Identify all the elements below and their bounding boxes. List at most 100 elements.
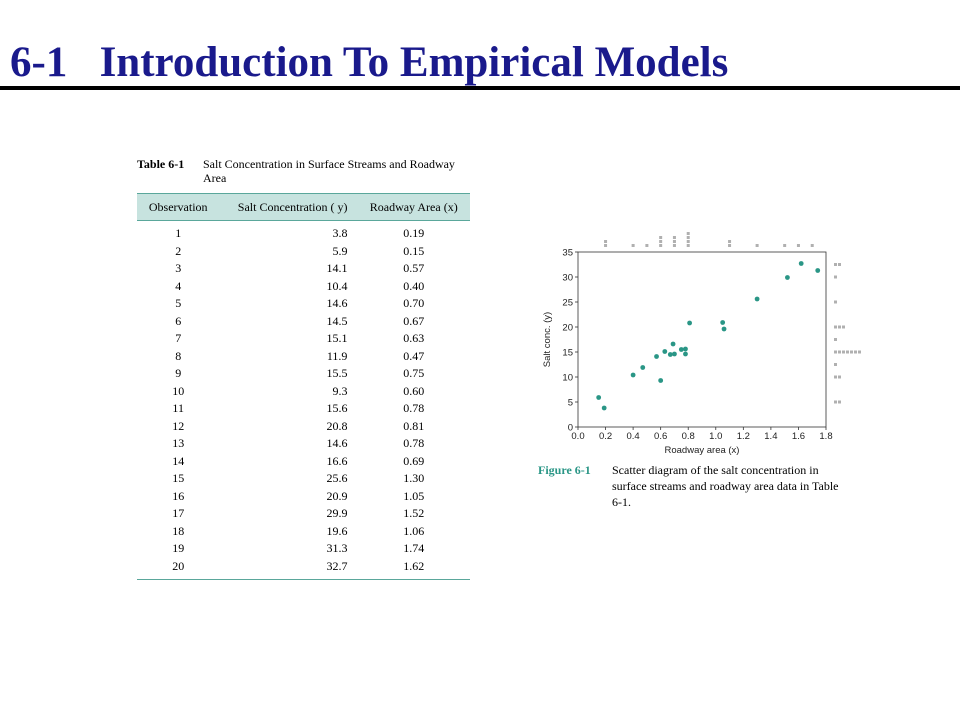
cell-observation: 7: [175, 331, 182, 346]
y-marginal-dot: [834, 400, 837, 404]
cell-observation: 19: [172, 541, 185, 556]
y-marginal-dot: [838, 263, 841, 266]
cell-observation: 12: [172, 418, 185, 433]
x-marginal-dot: [728, 240, 732, 243]
x-axis-label: Roadway area (x): [665, 445, 740, 456]
x-tick-label: 1.6: [792, 431, 805, 442]
y-tick-label: 10: [562, 373, 573, 384]
data-point: [687, 320, 692, 326]
table-row: 7 15.1 0.63: [137, 330, 470, 348]
cell-salt-concentration: 14.6: [326, 436, 348, 451]
cell-roadway-area: 1.30: [403, 471, 425, 486]
data-point: [662, 349, 668, 354]
cell-salt-concentration: 3.8: [332, 226, 348, 241]
y-tick-label: 0: [568, 423, 573, 434]
data-point: [667, 352, 673, 357]
cell-salt-concentration: 14.6: [326, 296, 348, 311]
y-marginal-dot: [834, 363, 837, 366]
y-marginal-dot: [842, 350, 845, 354]
y-tick-label: 15: [562, 348, 573, 359]
table-row: 17 29.9 1.52: [137, 505, 470, 523]
cell-roadway-area: 1.62: [357, 557, 470, 580]
column-header-salt: Salt Concentration ( y): [219, 193, 358, 221]
table-title: Salt Concentration in Surface Streams an…: [203, 157, 455, 185]
cell-observation: 1: [175, 226, 182, 241]
cell-observation: 5: [175, 296, 182, 311]
x-marginal-dot: [686, 236, 690, 239]
scatter-chart: 0.0 0.2 0.4 0.6 0.8 1.0 1.2 1.4 1.6 1.8 0 5 10 15 20 25…: [542, 232, 861, 456]
x-tick-label: 0.0: [571, 431, 584, 442]
y-marginal-dot: [834, 325, 837, 329]
cell-observation: 4: [175, 278, 182, 293]
cell-observation: 2: [175, 243, 182, 258]
table-row: 3 14.1 0.57: [137, 260, 470, 278]
cell-roadway-area: 0.67: [403, 313, 425, 328]
y-tick-label: 30: [562, 273, 573, 284]
data-point: [683, 351, 688, 357]
table-row: 11 15.6 0.78: [137, 400, 470, 418]
data-point: [640, 365, 646, 370]
cell-observation: 20: [137, 557, 220, 580]
cell-salt-concentration: 15.5: [326, 366, 348, 381]
data-point: [721, 326, 727, 332]
cell-roadway-area: 0.69: [403, 453, 425, 468]
data-point: [670, 341, 676, 347]
x-marginal-dot: [686, 244, 690, 247]
x-tick-label: 0.8: [682, 431, 695, 442]
cell-salt-concentration: 9.3: [332, 383, 348, 398]
y-axis-label: Salt conc. (y): [542, 312, 553, 367]
slide-title: 6-1 Introduction To Empirical Models: [10, 39, 729, 86]
cell-roadway-area: 0.47: [403, 348, 425, 363]
y-marginal-dot: [838, 350, 841, 354]
cell-salt-concentration: 10.4: [326, 278, 348, 293]
y-marginal-dot: [834, 300, 837, 304]
x-tick-label: 0.4: [627, 431, 640, 442]
cell-observation: 14: [172, 453, 185, 468]
table-row: 14 16.6 0.69: [137, 453, 470, 471]
cell-observation: 9: [175, 366, 182, 381]
cell-salt-concentration: 20.9: [326, 488, 348, 503]
column-header-area: Roadway Area (x): [357, 193, 470, 221]
cell-roadway-area: 1.06: [403, 523, 425, 538]
x-marginal-dot: [783, 244, 787, 247]
y-marginal-dot: [846, 350, 849, 354]
cell-salt-concentration: 16.6: [326, 453, 348, 468]
x-marginal-dot: [659, 240, 663, 243]
table-row: 8 11.9 0.47: [137, 348, 470, 366]
x-marginal-dot: [672, 244, 676, 247]
table-row: 12 20.8 0.81: [137, 418, 470, 436]
data-point: [596, 395, 602, 400]
y-marginal-dot: [850, 350, 853, 354]
figure-label: Figure 6-1: [538, 463, 591, 477]
y-marginal-dot: [834, 263, 837, 266]
x-marginal-dot: [659, 244, 663, 247]
cell-observation: 10: [172, 383, 185, 398]
cell-observation: 8: [175, 348, 182, 363]
x-marginal-dot: [728, 244, 732, 247]
table-header-row: Observation Salt Concentration ( y) Road…: [137, 193, 470, 221]
cell-salt-concentration: 15.1: [326, 331, 348, 346]
cell-roadway-area: 0.19: [403, 226, 425, 241]
cell-roadway-area: 0.78: [403, 436, 425, 451]
cell-salt-concentration: 31.3: [326, 541, 348, 556]
table-row: 16 20.9 1.05: [137, 488, 470, 506]
cell-salt-concentration: 14.5: [326, 313, 348, 328]
x-marginal-dot: [645, 244, 649, 247]
y-marginal-dot: [834, 350, 837, 354]
cell-observation: 16: [172, 488, 185, 503]
cell-observation: 11: [172, 401, 184, 416]
y-tick-label: 5: [568, 398, 573, 409]
x-tick-label: 1.8: [819, 431, 832, 442]
x-marginal-dot: [686, 232, 690, 235]
title-underline: [0, 86, 960, 90]
cell-roadway-area: 0.57: [403, 261, 425, 276]
cell-observation: 3: [175, 261, 182, 276]
cell-salt-concentration: 14.1: [326, 261, 348, 276]
x-marginal-dot: [604, 240, 608, 243]
y-tick-label: 20: [562, 323, 573, 334]
figure-caption: Figure 6-1 Scatter diagram of the salt c…: [538, 462, 848, 509]
cell-observation: 6: [175, 313, 182, 328]
data-point: [630, 372, 636, 378]
cell-salt-concentration: 20.8: [326, 418, 348, 433]
table-number: Table 6-1: [137, 157, 185, 171]
